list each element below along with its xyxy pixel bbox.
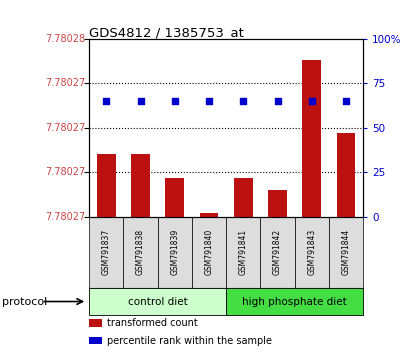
- Point: [240, 98, 247, 104]
- Bar: [97, 154, 116, 217]
- Bar: [268, 190, 287, 217]
- Text: percentile rank within the sample: percentile rank within the sample: [107, 336, 272, 346]
- Bar: [124, 217, 158, 288]
- Bar: [337, 133, 355, 217]
- Text: GSM791839: GSM791839: [170, 229, 179, 275]
- Text: high phosphate diet: high phosphate diet: [242, 297, 347, 307]
- Text: 7.78028: 7.78028: [45, 34, 85, 44]
- Bar: [131, 154, 150, 217]
- Text: GDS4812 / 1385753_at: GDS4812 / 1385753_at: [89, 26, 244, 39]
- Bar: [166, 177, 184, 217]
- Point: [308, 98, 315, 104]
- Point: [206, 98, 212, 104]
- Bar: [234, 177, 253, 217]
- Text: GSM791840: GSM791840: [205, 229, 214, 275]
- Text: GSM791838: GSM791838: [136, 229, 145, 275]
- Text: 7.78027: 7.78027: [45, 78, 85, 88]
- Text: control diet: control diet: [128, 297, 188, 307]
- Bar: [200, 213, 218, 217]
- Bar: [261, 217, 295, 288]
- Point: [171, 98, 178, 104]
- Text: GSM791837: GSM791837: [102, 229, 111, 275]
- Bar: [89, 337, 102, 344]
- Bar: [89, 217, 124, 288]
- Point: [343, 98, 349, 104]
- Point: [137, 98, 144, 104]
- Bar: [329, 217, 363, 288]
- Text: protocol: protocol: [2, 297, 47, 307]
- Bar: [226, 217, 261, 288]
- Text: transformed count: transformed count: [107, 318, 198, 328]
- Bar: [226, 288, 363, 315]
- Bar: [89, 319, 102, 327]
- Text: 7.78027: 7.78027: [45, 212, 85, 222]
- Bar: [295, 217, 329, 288]
- Bar: [192, 217, 226, 288]
- Text: GSM791844: GSM791844: [342, 229, 351, 275]
- Point: [103, 98, 110, 104]
- Bar: [158, 217, 192, 288]
- Text: GSM791843: GSM791843: [307, 229, 316, 275]
- Text: GSM791842: GSM791842: [273, 229, 282, 275]
- Bar: [303, 60, 321, 217]
- Text: 7.78027: 7.78027: [45, 123, 85, 133]
- Text: 7.78027: 7.78027: [45, 167, 85, 177]
- Bar: [89, 288, 226, 315]
- Text: GSM791841: GSM791841: [239, 229, 248, 275]
- Point: [274, 98, 281, 104]
